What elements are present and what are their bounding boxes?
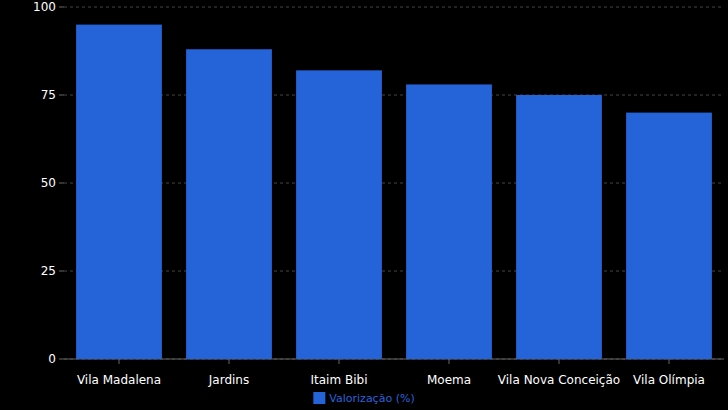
y-tick xyxy=(59,95,64,96)
bar xyxy=(76,25,162,359)
x-tick-label: Vila Nova Conceição xyxy=(498,373,620,387)
bar xyxy=(186,49,272,359)
grid-line xyxy=(64,7,724,8)
y-tick xyxy=(59,359,64,360)
grid-line xyxy=(64,183,724,184)
x-tick-label: Jardins xyxy=(208,373,249,387)
x-tick xyxy=(339,359,340,364)
chart-container: 0 25 50 75 100 Vila Madalena Jardins Itaim Bibi… xyxy=(0,0,728,410)
x-tick-label: Vila Madalena xyxy=(77,373,161,387)
grid-line xyxy=(64,359,724,360)
x-tick xyxy=(669,359,670,364)
bar xyxy=(626,113,712,359)
y-tick xyxy=(59,183,64,184)
x-tick xyxy=(449,359,450,364)
bar xyxy=(406,84,492,359)
bar xyxy=(516,95,602,359)
x-axis-line xyxy=(64,359,724,360)
background xyxy=(0,0,728,410)
x-tick xyxy=(119,359,120,364)
x-tick-label: Vila Olímpia xyxy=(633,373,705,387)
y-tick-label: 100 xyxy=(33,0,56,14)
grid-line xyxy=(64,271,724,272)
legend: Valorização (%) xyxy=(313,392,414,405)
y-tick-label: 50 xyxy=(41,176,56,190)
chart-svg: 0 25 50 75 100 Vila Madalena Jardins Itaim Bibi… xyxy=(0,0,728,410)
y-tick-label: 0 xyxy=(48,352,56,366)
x-tick-label: Itaim Bibi xyxy=(311,373,368,387)
legend-swatch xyxy=(313,392,325,404)
y-tick xyxy=(59,7,64,8)
x-tick xyxy=(229,359,230,364)
x-tick-label: Moema xyxy=(427,373,471,387)
x-tick xyxy=(559,359,560,364)
bars xyxy=(76,25,712,359)
legend-label: Valorização (%) xyxy=(329,392,414,405)
y-tick-label: 75 xyxy=(41,88,56,102)
bar xyxy=(296,70,382,359)
y-tick xyxy=(59,271,64,272)
y-tick-label: 25 xyxy=(41,264,56,278)
grid-line xyxy=(64,95,724,96)
